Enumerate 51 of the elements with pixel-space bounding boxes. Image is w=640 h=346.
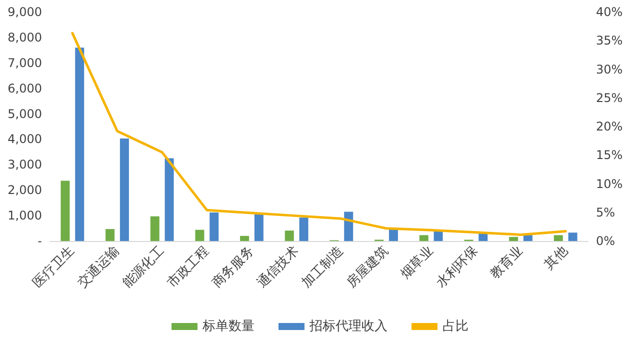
x-tick-label: 水利环保	[434, 244, 482, 292]
bar	[554, 235, 563, 241]
bar	[434, 230, 443, 241]
x-tick-label: 通信技术	[254, 244, 302, 292]
legend-label: 招标代理收入	[308, 319, 388, 334]
bar	[344, 212, 354, 241]
y-tick-label: 7,000	[8, 56, 42, 70]
bar	[299, 218, 308, 241]
bar	[388, 230, 398, 241]
y2-tick-label: 20%	[596, 120, 623, 134]
y2-tick-label: 25%	[596, 90, 623, 105]
y-tick-label: 8,000	[8, 30, 42, 44]
x-tick-label: 能源化工	[120, 244, 168, 292]
bar	[478, 233, 488, 241]
x-tick-label: 教育业	[487, 242, 526, 282]
x-tick-label: 其他	[542, 244, 571, 273]
y-tick-label: 2,000	[8, 183, 42, 198]
bar	[568, 232, 578, 241]
y2-tick-label: 15%	[596, 148, 623, 162]
bar	[509, 236, 518, 241]
bar	[523, 235, 532, 241]
y2-tick-label: 30%	[596, 62, 623, 76]
bar	[240, 236, 250, 241]
y-tick-label: 9,000	[8, 5, 42, 19]
y-tick-label: 1,000	[8, 208, 42, 223]
y2-tick-label: 35%	[596, 34, 623, 48]
legend-label: 占比	[442, 319, 468, 334]
bar	[120, 138, 129, 241]
y-tick-label: 3,000	[8, 158, 42, 172]
y2-tick-label: 40%	[596, 5, 623, 19]
bar	[195, 230, 204, 241]
x-tick-label: 市政工程	[164, 244, 212, 292]
bar	[75, 48, 84, 241]
bar	[164, 158, 174, 241]
line-series	[71, 32, 567, 236]
y-tick-label: 4,000	[8, 132, 42, 146]
bar	[419, 235, 428, 241]
bar	[60, 180, 70, 241]
y2-tick-label: 5%	[596, 205, 616, 220]
y2-tick-label: 10%	[596, 176, 623, 191]
bar	[210, 212, 219, 241]
y-tick-label: 5,000	[8, 106, 42, 121]
legend-label: 标单数量	[202, 319, 254, 334]
y-tick-label: 6,000	[8, 81, 42, 96]
bar	[254, 214, 264, 241]
x-tick-label: 商务服务	[210, 244, 258, 292]
bar	[106, 229, 115, 241]
y2-tick-label: 0%	[596, 234, 616, 248]
x-tick-label: 烟草业	[398, 244, 436, 282]
bar	[150, 216, 160, 241]
bar	[284, 230, 294, 241]
